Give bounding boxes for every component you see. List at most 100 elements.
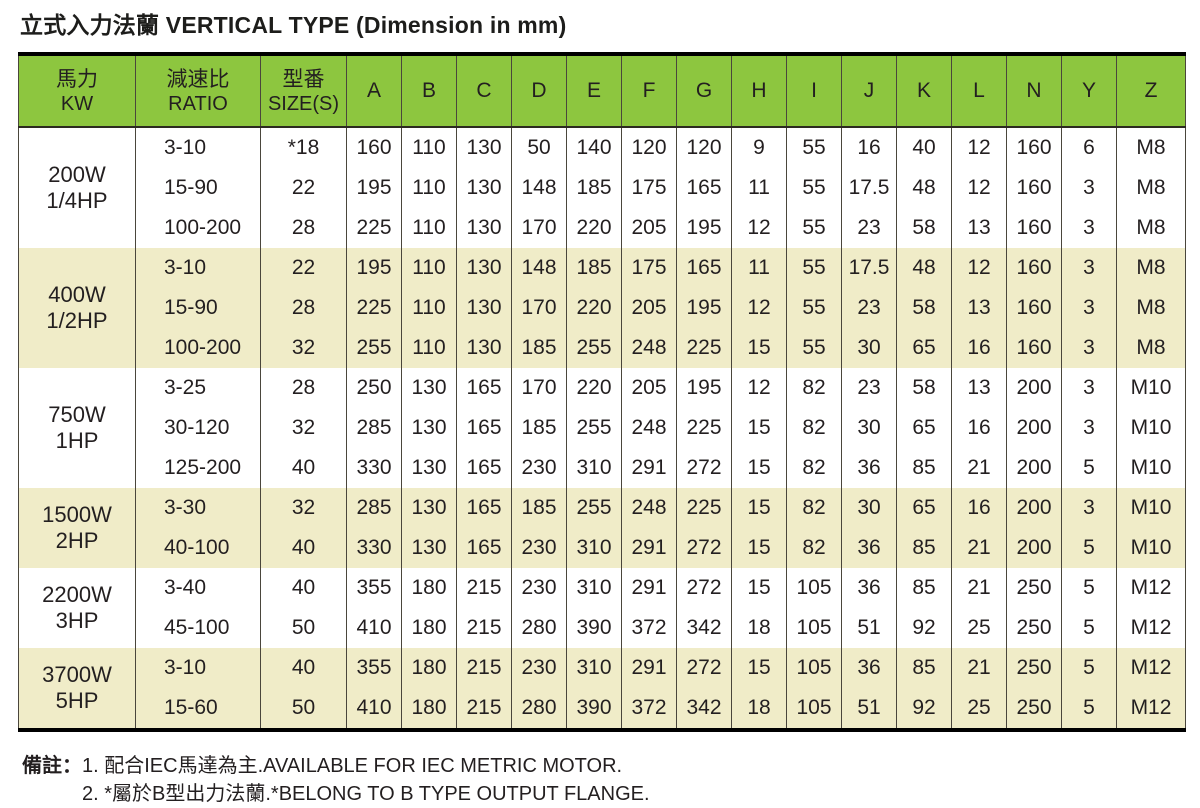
header-col-c: C: [456, 54, 512, 128]
dim-cell-g: 342: [676, 688, 732, 730]
dim-cell-g: 195: [676, 368, 732, 408]
dim-cell-d: 185: [511, 488, 567, 528]
dim-cell-e: 185: [566, 248, 622, 288]
dim-cell-c: 130: [456, 208, 512, 248]
header-col-ratio-en: RATIO: [168, 92, 228, 115]
power-watts: 750W: [48, 402, 106, 427]
power-hp: 2HP: [55, 528, 99, 553]
dim-cell-j: 30: [841, 408, 897, 448]
ratio-cell: 3-30: [135, 488, 261, 528]
ratio-cell: 3-25: [135, 368, 261, 408]
table-row: 30-120 32 285 130 165 185 255 248 225 15 82 30 65 16 2…: [19, 408, 1186, 448]
dim-cell-z: M12: [1116, 688, 1186, 730]
ratio-cell: 100-200: [135, 328, 261, 368]
dim-cell-a: 410: [346, 608, 402, 648]
dim-cell-i: 55: [786, 168, 842, 208]
dim-cell-n: 160: [1006, 248, 1062, 288]
dim-cell-k: 85: [896, 448, 952, 488]
dim-cell-l: 25: [951, 608, 1007, 648]
dim-cell-f: 175: [621, 168, 677, 208]
dim-cell-z: M8: [1116, 127, 1186, 168]
dim-cell-a: 195: [346, 168, 402, 208]
header-col-g: G: [676, 54, 732, 128]
dim-cell-f: 205: [621, 288, 677, 328]
ratio-cell: 3-10: [135, 648, 261, 688]
header-col-d: D: [511, 54, 567, 128]
dim-cell-j: 17.5: [841, 248, 897, 288]
dim-cell-f: 175: [621, 248, 677, 288]
dim-cell-l: 12: [951, 168, 1007, 208]
dim-cell-b: 130: [401, 448, 457, 488]
dim-cell-l: 13: [951, 368, 1007, 408]
dim-cell-a: 330: [346, 528, 402, 568]
dim-cell-h: 12: [731, 208, 787, 248]
dim-cell-y: 5: [1061, 608, 1117, 648]
dim-cell-b: 110: [401, 208, 457, 248]
dim-cell-z: M8: [1116, 168, 1186, 208]
dim-cell-l: 21: [951, 648, 1007, 688]
dim-cell-b: 110: [401, 248, 457, 288]
dim-cell-e: 140: [566, 127, 622, 168]
dim-cell-h: 15: [731, 528, 787, 568]
dim-cell-d: 50: [511, 127, 567, 168]
notes-label: 備註：: [22, 755, 82, 777]
dim-cell-g: 120: [676, 127, 732, 168]
dim-cell-g: 342: [676, 608, 732, 648]
dim-cell-y: 3: [1061, 248, 1117, 288]
dim-cell-g: 225: [676, 328, 732, 368]
dim-cell-a: 225: [346, 208, 402, 248]
dim-cell-c: 130: [456, 288, 512, 328]
dim-cell-i: 55: [786, 127, 842, 168]
size-cell: 28: [260, 288, 347, 328]
dim-cell-b: 130: [401, 528, 457, 568]
size-cell: 28: [260, 368, 347, 408]
power-hp: 1HP: [55, 428, 99, 453]
dim-cell-c: 165: [456, 448, 512, 488]
table-row: 15-90 22 195 110 130 148 185 175 165 11 55 17.5 48 12…: [19, 168, 1186, 208]
dim-cell-f: 248: [621, 408, 677, 448]
header-col-a: A: [346, 54, 402, 128]
dim-cell-z: M8: [1116, 248, 1186, 288]
dim-cell-n: 160: [1006, 168, 1062, 208]
table-row: 45-100 50 410 180 215 280 390 372 342 18 105 51 92 25…: [19, 608, 1186, 648]
dim-cell-d: 230: [511, 528, 567, 568]
table-header: 馬力 KW 減速比 RATIO 型番 SIZE(S) A B C D E F G H I J K L N Y Z: [18, 54, 1186, 128]
header-col-power-zh: 馬力: [56, 67, 98, 91]
dim-cell-n: 160: [1006, 328, 1062, 368]
dim-cell-i: 55: [786, 208, 842, 248]
power-cell: 200W 1/4HP: [18, 127, 136, 248]
dim-cell-h: 12: [731, 368, 787, 408]
dim-cell-j: 23: [841, 208, 897, 248]
dim-cell-g: 225: [676, 488, 732, 528]
dim-cell-b: 130: [401, 488, 457, 528]
dim-cell-h: 15: [731, 448, 787, 488]
dim-cell-z: M8: [1116, 208, 1186, 248]
dim-cell-a: 225: [346, 288, 402, 328]
dim-cell-y: 3: [1061, 208, 1117, 248]
header-col-f: F: [621, 54, 677, 128]
dim-cell-l: 13: [951, 208, 1007, 248]
dim-cell-e: 220: [566, 288, 622, 328]
dim-cell-b: 180: [401, 648, 457, 688]
power-watts: 1500W: [42, 502, 112, 527]
dim-cell-k: 58: [896, 288, 952, 328]
dim-cell-y: 5: [1061, 448, 1117, 488]
size-cell: 40: [260, 528, 347, 568]
dim-cell-f: 291: [621, 528, 677, 568]
dim-cell-c: 130: [456, 127, 512, 168]
dim-cell-i: 105: [786, 688, 842, 730]
dim-cell-j: 36: [841, 448, 897, 488]
power-hp: 1/2HP: [46, 308, 108, 333]
dim-cell-g: 165: [676, 248, 732, 288]
dim-cell-l: 16: [951, 408, 1007, 448]
ratio-cell: 45-100: [135, 608, 261, 648]
dim-cell-j: 30: [841, 328, 897, 368]
dim-cell-y: 3: [1061, 328, 1117, 368]
dim-cell-d: 185: [511, 328, 567, 368]
dim-cell-b: 110: [401, 288, 457, 328]
dim-cell-a: 255: [346, 328, 402, 368]
dim-cell-g: 272: [676, 528, 732, 568]
dim-cell-e: 220: [566, 208, 622, 248]
dim-cell-d: 230: [511, 568, 567, 608]
dim-cell-y: 3: [1061, 408, 1117, 448]
